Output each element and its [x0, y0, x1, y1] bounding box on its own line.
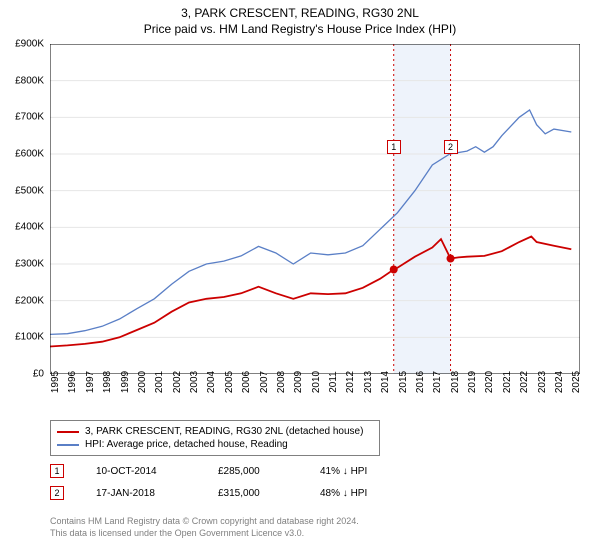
transaction-marker: 2 — [50, 486, 64, 500]
x-tick-label: 2018 — [450, 371, 461, 393]
legend-swatch — [57, 431, 79, 433]
x-tick-label: 2016 — [415, 371, 426, 393]
x-tick-label: 1998 — [102, 371, 113, 393]
x-tick-label: 2025 — [571, 371, 582, 393]
transactions-table: 1 10-OCT-2014 £285,000 41% ↓ HPI 2 17-JAN-201… — [50, 460, 367, 504]
legend-swatch — [57, 444, 79, 446]
x-tick-label: 2011 — [328, 371, 339, 393]
transaction-row: 2 17-JAN-2018 £315,000 48% ↓ HPI — [50, 482, 367, 504]
x-tick-label: 2020 — [484, 371, 495, 393]
chart-container: 3, PARK CRESCENT, READING, RG30 2NL Pric… — [0, 0, 600, 560]
x-tick-label: 2005 — [224, 371, 235, 393]
x-tick-label: 2014 — [380, 371, 391, 393]
transaction-marker: 1 — [50, 464, 64, 478]
footer-line1: Contains HM Land Registry data © Crown c… — [50, 516, 359, 528]
legend-label: 3, PARK CRESCENT, READING, RG30 2NL (det… — [85, 426, 363, 437]
x-tick-label: 2001 — [154, 371, 165, 393]
legend: 3, PARK CRESCENT, READING, RG30 2NL (det… — [50, 420, 380, 456]
y-tick-label: £0 — [33, 369, 44, 380]
y-tick-label: £700K — [15, 112, 44, 123]
x-tick-label: 2024 — [554, 371, 565, 393]
x-tick-label: 2000 — [137, 371, 148, 393]
x-tick-label: 2019 — [467, 371, 478, 393]
x-tick-label: 2017 — [432, 371, 443, 393]
y-tick-label: £600K — [15, 149, 44, 160]
footer-attribution: Contains HM Land Registry data © Crown c… — [50, 516, 359, 539]
x-tick-label: 2012 — [345, 371, 356, 393]
y-tick-label: £300K — [15, 259, 44, 270]
transaction-price: £285,000 — [218, 466, 288, 477]
x-tick-label: 2008 — [276, 371, 287, 393]
x-tick-label: 2013 — [363, 371, 374, 393]
plot-svg — [50, 44, 580, 374]
transaction-row: 1 10-OCT-2014 £285,000 41% ↓ HPI — [50, 460, 367, 482]
transaction-delta: 41% ↓ HPI — [320, 466, 367, 477]
y-tick-label: £500K — [15, 185, 44, 196]
y-tick-label: £100K — [15, 332, 44, 343]
y-tick-label: £900K — [15, 39, 44, 50]
transaction-date: 10-OCT-2014 — [96, 466, 186, 477]
legend-item: 3, PARK CRESCENT, READING, RG30 2NL (det… — [57, 425, 373, 438]
x-tick-label: 2003 — [189, 371, 200, 393]
y-tick-label: £200K — [15, 295, 44, 306]
x-tick-label: 2009 — [293, 371, 304, 393]
chart-title: 3, PARK CRESCENT, READING, RG30 2NL — [0, 0, 600, 20]
x-tick-label: 1997 — [85, 371, 96, 393]
callout-marker: 1 — [387, 140, 401, 154]
callout-marker: 2 — [444, 140, 458, 154]
x-tick-label: 2004 — [206, 371, 217, 393]
x-tick-label: 2010 — [311, 371, 322, 393]
chart-area: £0£100K£200K£300K£400K£500K£600K£700K£80… — [50, 44, 580, 374]
x-tick-label: 2015 — [398, 371, 409, 393]
x-tick-label: 1999 — [120, 371, 131, 393]
chart-subtitle: Price paid vs. HM Land Registry's House … — [0, 20, 600, 40]
y-tick-label: £400K — [15, 222, 44, 233]
legend-item: HPI: Average price, detached house, Read… — [57, 438, 373, 451]
x-tick-label: 2022 — [519, 371, 530, 393]
x-tick-label: 2006 — [241, 371, 252, 393]
transaction-price: £315,000 — [218, 488, 288, 499]
x-tick-label: 2002 — [172, 371, 183, 393]
footer-line2: This data is licensed under the Open Gov… — [50, 528, 359, 540]
transaction-delta: 48% ↓ HPI — [320, 488, 367, 499]
legend-label: HPI: Average price, detached house, Read… — [85, 439, 288, 450]
x-tick-label: 2007 — [259, 371, 270, 393]
x-tick-label: 2023 — [537, 371, 548, 393]
x-tick-label: 1995 — [50, 371, 61, 393]
transaction-date: 17-JAN-2018 — [96, 488, 186, 499]
x-tick-label: 2021 — [502, 371, 513, 393]
x-tick-label: 1996 — [67, 371, 78, 393]
y-tick-label: £800K — [15, 75, 44, 86]
